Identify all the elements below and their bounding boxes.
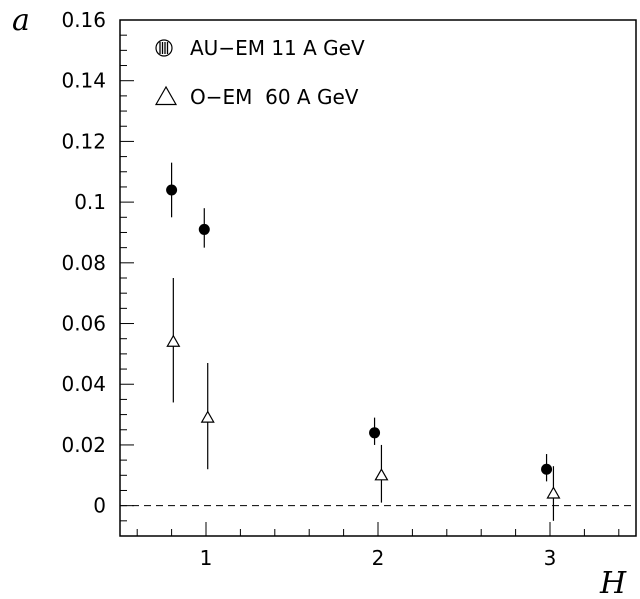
data-point-circle — [541, 463, 553, 475]
legend-label-au-em: AU−EM 11 A GeV — [190, 36, 365, 60]
y-tick-label: 0.08 — [61, 251, 106, 275]
data-point-circle — [369, 427, 381, 439]
legend: AU−EM 11 A GeV O−EM 60 A GeV — [154, 36, 365, 109]
y-tick-label: 0.04 — [61, 372, 106, 396]
y-axis-label: a — [12, 3, 30, 38]
x-tick-label: 3 — [544, 546, 557, 570]
x-tick-label: 2 — [372, 546, 385, 570]
y-tick-label: 0.1 — [74, 190, 106, 214]
y-tick-label: 0.02 — [61, 433, 106, 457]
y-tick-label: 0.14 — [61, 69, 106, 93]
data-point-triangle — [374, 468, 389, 481]
x-axis-label: H — [599, 566, 627, 599]
legend-entry-au-em: AU−EM 11 A GeV — [155, 36, 365, 60]
x-axis-ticks: 1 2 3 — [136, 522, 620, 570]
y-tick-label: 0.16 — [61, 8, 106, 32]
legend-entry-o-em: O−EM 60 A GeV — [154, 85, 359, 109]
x-tick-label: 1 — [200, 546, 213, 570]
legend-label-o-em: O−EM 60 A GeV — [190, 85, 359, 109]
data-point-circle — [166, 184, 178, 196]
data-point-triangle — [200, 410, 215, 423]
data-series — [166, 162, 561, 521]
y-tick-label: 0 — [93, 494, 106, 518]
legend-marker-triangle — [154, 85, 178, 106]
y-tick-label: 0.12 — [61, 129, 106, 153]
y-axis-ticks: 0 0.02 0.04 0.06 0.08 0.1 0.12 0.14 0.16 — [61, 8, 134, 537]
data-point-triangle — [166, 334, 181, 347]
y-tick-label: 0.06 — [61, 312, 106, 336]
legend-marker-circle — [155, 39, 173, 57]
data-point-circle — [198, 223, 210, 235]
data-point-triangle — [546, 486, 561, 499]
